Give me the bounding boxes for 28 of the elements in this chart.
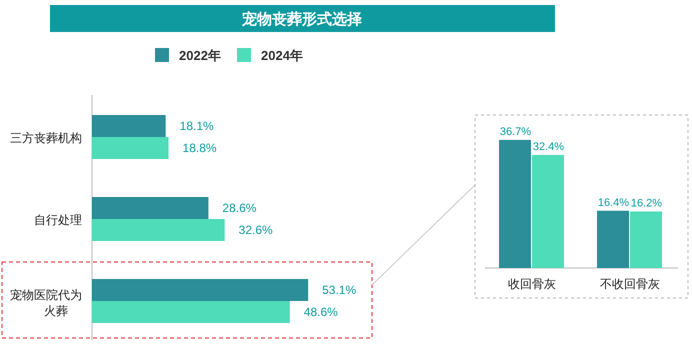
data-label: 36.7%: [500, 126, 532, 138]
bar: [597, 210, 629, 268]
x-tick-label: 收回骨灰: [508, 277, 556, 291]
bar: [92, 137, 169, 159]
data-label: 16.4%: [598, 196, 630, 209]
data-label: 48.6%: [304, 305, 338, 319]
data-label: 28.6%: [222, 201, 257, 215]
chart-title: 宠物丧葬形式选择: [241, 10, 362, 28]
data-label: 18.8%: [182, 141, 217, 155]
bar: [532, 154, 564, 268]
data-label: 32.6%: [238, 223, 274, 237]
legend-label: 2022年: [179, 48, 221, 63]
x-tick-label: 不收回骨灰: [600, 277, 660, 291]
bar: [92, 115, 166, 137]
bar: [92, 279, 308, 301]
y-tick-label: 自行处理: [34, 213, 82, 227]
bar: [630, 211, 662, 268]
y-tick-label: 三方丧葬机构: [10, 131, 82, 145]
data-label: 16.2%: [630, 197, 662, 210]
data-label: 18.1%: [180, 119, 214, 133]
bar: [92, 197, 208, 219]
bar: [92, 219, 225, 241]
data-label: 53.1%: [322, 283, 356, 297]
legend-label: 2024年: [261, 48, 303, 63]
bar: [499, 140, 531, 268]
y-tick-label: 宠物医院代为火葬: [10, 288, 82, 318]
bar: [92, 301, 290, 323]
data-label: 32.4%: [532, 140, 564, 153]
